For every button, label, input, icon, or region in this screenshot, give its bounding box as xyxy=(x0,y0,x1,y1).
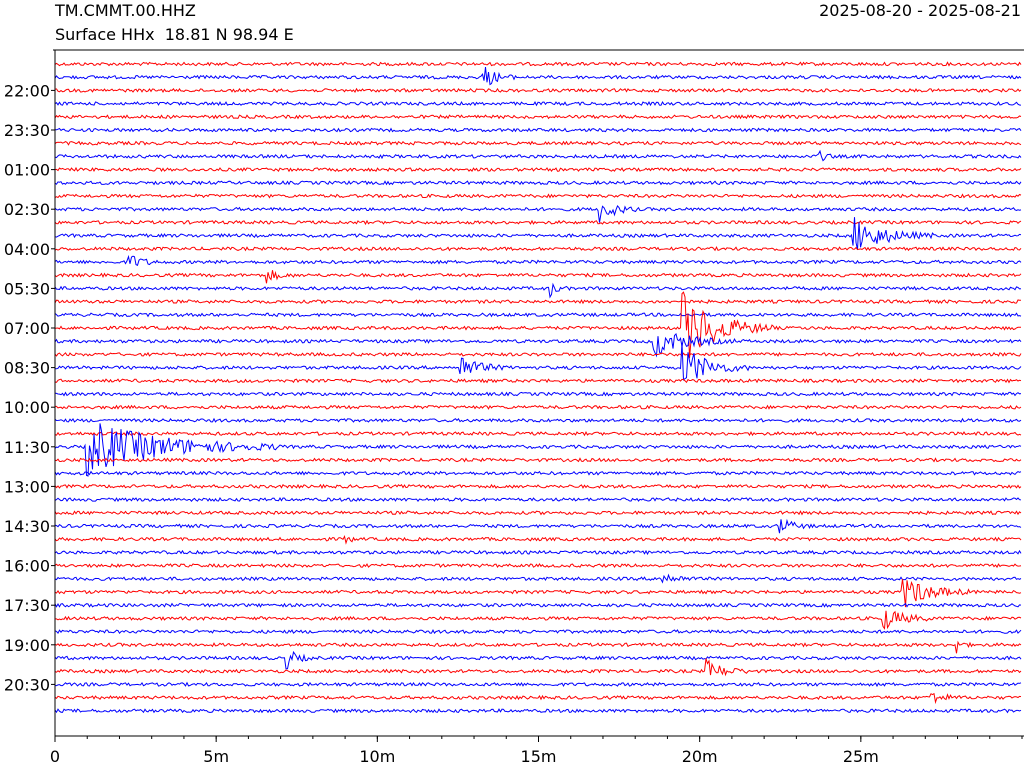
trace-row xyxy=(54,149,1022,162)
trace-row xyxy=(54,140,1022,146)
x-tick-label: 15m xyxy=(521,747,557,766)
x-axis: 0 5m 10m 15m 20m 25m xyxy=(50,736,1023,766)
trace-row xyxy=(54,692,1022,705)
trace-row xyxy=(55,342,1022,381)
y-tick-label: 10:00 xyxy=(4,398,50,417)
y-tick-label: 08:30 xyxy=(4,359,50,378)
trace-row xyxy=(54,708,1022,714)
trace-row xyxy=(54,640,1022,654)
trace-row xyxy=(54,650,1022,670)
trace-row xyxy=(54,579,1022,608)
y-tick-label: 04:00 xyxy=(4,240,50,259)
trace-row xyxy=(55,127,1022,133)
trace-row xyxy=(54,351,1022,357)
x-tick-label: 20m xyxy=(682,747,718,766)
trace-row xyxy=(54,114,1022,120)
trace-row xyxy=(54,67,1022,86)
y-tick-label: 01:00 xyxy=(4,161,50,180)
trace-row xyxy=(54,217,1022,250)
trace-row xyxy=(55,404,1022,410)
trace-row xyxy=(55,610,1022,630)
trace-row xyxy=(54,180,1022,186)
y-tick-label: 11:30 xyxy=(4,438,50,457)
trace-row xyxy=(54,254,1022,266)
x-tick-label: 0 xyxy=(50,747,60,766)
trace-row xyxy=(54,658,1022,677)
trace-row xyxy=(54,496,1022,503)
trace-row xyxy=(54,534,1022,545)
trace-row xyxy=(54,378,1022,384)
y-axis: 22:00 23:30 01:00 02:30 04:00 05:30 07:00 08:30… xyxy=(4,81,55,694)
trace-row xyxy=(54,193,1022,199)
y-tick-label: 22:00 xyxy=(4,81,50,100)
trace-row xyxy=(54,628,1022,635)
trace-row xyxy=(54,61,1022,67)
trace-row xyxy=(54,510,1022,516)
trace-row xyxy=(54,423,1022,477)
trace-row xyxy=(54,100,1022,107)
trace-row xyxy=(54,483,1022,490)
y-tick-label: 02:30 xyxy=(4,200,50,219)
y-tick-label: 16:00 xyxy=(4,557,50,576)
y-tick-label: 07:00 xyxy=(4,319,50,338)
trace-row xyxy=(54,417,1022,423)
station-subtitle: Surface HHx 18.81 N 98.94 E xyxy=(55,25,294,44)
y-tick-label: 14:30 xyxy=(4,517,50,536)
trace-row xyxy=(54,291,1021,359)
y-tick-label: 20:30 xyxy=(4,675,50,694)
y-tick-label: 05:30 xyxy=(4,279,50,298)
trace-row xyxy=(54,246,1022,252)
date-range: 2025-08-20 - 2025-08-21 xyxy=(819,1,1021,20)
x-tick-label: 25m xyxy=(843,747,879,766)
trace-row xyxy=(54,549,1022,556)
trace-row xyxy=(55,681,1022,688)
trace-row xyxy=(54,470,1022,476)
trace-row xyxy=(54,430,1022,437)
trace-row xyxy=(54,166,1022,173)
x-tick-label: 10m xyxy=(359,747,395,766)
trace-row xyxy=(54,312,1022,318)
trace-row xyxy=(54,573,1022,584)
trace-row xyxy=(54,518,1022,534)
trace-row xyxy=(54,204,1022,223)
trace-row xyxy=(54,333,1022,358)
y-tick-label: 19:00 xyxy=(4,636,50,655)
trace-row xyxy=(54,298,1022,305)
trace-row xyxy=(54,87,1022,94)
trace-row xyxy=(54,219,1022,226)
trace-row xyxy=(54,391,1022,397)
y-tick-label: 13:00 xyxy=(4,477,50,496)
trace-layer xyxy=(54,61,1022,714)
station-title: TM.CMMT.00.HHZ xyxy=(55,1,196,20)
trace-row xyxy=(54,602,1022,608)
trace-row xyxy=(54,563,1022,569)
trace-row xyxy=(54,282,1022,299)
y-tick-label: 23:30 xyxy=(4,121,50,140)
x-tick-label: 5m xyxy=(203,747,229,766)
y-tick-label: 17:30 xyxy=(4,596,50,615)
trace-row xyxy=(54,270,1022,284)
trace-row xyxy=(54,457,1022,463)
